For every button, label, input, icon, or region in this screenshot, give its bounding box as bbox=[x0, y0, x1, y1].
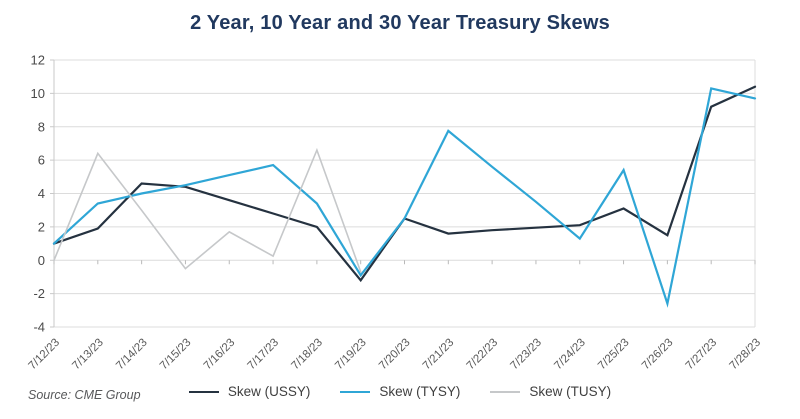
x-axis-label-11: 7/23/23 bbox=[508, 337, 544, 373]
x-axis-label-1: 7/13/23 bbox=[70, 337, 106, 373]
source-note: Source: CME Group bbox=[28, 388, 141, 402]
x-axis-label-16: 7/28/23 bbox=[728, 337, 764, 373]
legend-item-ussy[interactable]: Skew (USSY) bbox=[188, 384, 311, 399]
y-axis-label-6: 6 bbox=[38, 153, 45, 168]
x-axis-label-2: 7/14/23 bbox=[114, 337, 150, 373]
x-axis-label-4: 7/16/23 bbox=[202, 337, 238, 373]
x-axis-label-13: 7/25/23 bbox=[596, 337, 632, 373]
legend-label-tusy: Skew (TUSY) bbox=[529, 384, 612, 399]
chart-legend: Skew (USSY) Skew (TYSY) Skew (TUSY) bbox=[0, 384, 800, 399]
y-axis-label--4: -4 bbox=[33, 320, 45, 335]
legend-item-tysy[interactable]: Skew (TYSY) bbox=[340, 384, 460, 399]
y-axis-label-10: 10 bbox=[31, 86, 45, 101]
x-axis-label-15: 7/27/23 bbox=[684, 337, 720, 373]
treasury-skews-line-chart: -4 -2 0 2 4 6 8 10 12 7/12/23 7/13/23 7/14/23 7/15/2… bbox=[27, 53, 764, 373]
series-line-2 bbox=[53, 147, 362, 273]
x-axis-label-12: 7/24/23 bbox=[552, 337, 588, 373]
y-axis-label-8: 8 bbox=[38, 119, 45, 134]
y-axis-label-4: 4 bbox=[38, 186, 45, 201]
x-axis-label-5: 7/17/23 bbox=[246, 337, 282, 373]
legend-label-ussy: Skew (USSY) bbox=[227, 384, 311, 399]
legend-label-tysy: Skew (TYSY) bbox=[379, 384, 461, 399]
y-axis-label-2: 2 bbox=[38, 219, 45, 234]
x-axis-label-14: 7/26/23 bbox=[640, 337, 676, 373]
x-axis-label-8: 7/20/23 bbox=[377, 337, 413, 373]
x-axis-label-6: 7/18/23 bbox=[289, 337, 325, 373]
x-axis-label-3: 7/15/23 bbox=[158, 337, 194, 373]
legend-item-tusy[interactable]: Skew (TUSY) bbox=[490, 384, 611, 399]
y-axis-label--2: -2 bbox=[33, 286, 45, 301]
x-axis-label-0: 7/12/23 bbox=[27, 337, 63, 373]
ussy-line-swatch-icon bbox=[188, 390, 219, 393]
series-line-1 bbox=[52, 87, 757, 308]
y-axis-label-12: 12 bbox=[31, 53, 45, 68]
x-axis-label-7: 7/19/23 bbox=[333, 337, 369, 373]
y-axis-label-0: 0 bbox=[38, 253, 45, 268]
x-axis-label-10: 7/22/23 bbox=[465, 337, 501, 373]
tysy-line-swatch-icon bbox=[340, 390, 371, 393]
x-axis-label-9: 7/21/23 bbox=[421, 337, 457, 373]
chart-title: 2 Year, 10 Year and 30 Year Treasury Ske… bbox=[190, 12, 610, 34]
tusy-line-swatch-icon bbox=[490, 390, 521, 393]
